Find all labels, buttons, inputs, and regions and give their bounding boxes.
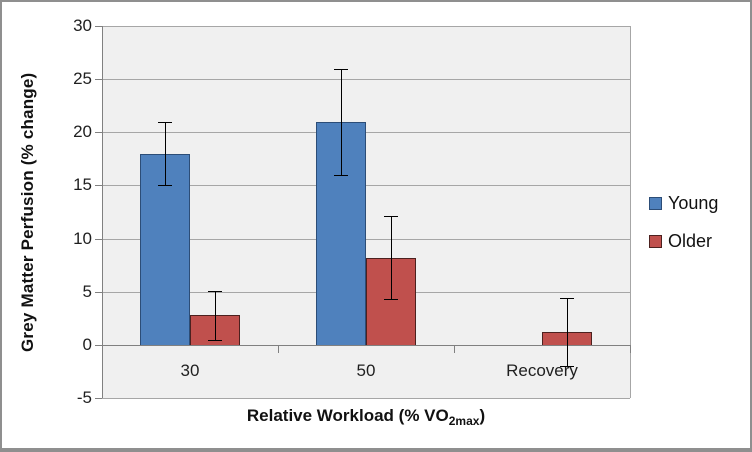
legend-label-young: Young — [668, 193, 719, 213]
young-legend-swatch-icon — [649, 197, 662, 210]
error-bar-older-50-cap-bottom — [384, 299, 398, 300]
y-axis-tick — [95, 292, 102, 293]
error-bar-young-50-cap-bottom — [334, 175, 348, 176]
error-bar-young-30-stem — [165, 122, 166, 185]
y-tick-label: 20 — [73, 122, 92, 141]
y-axis-tick — [95, 345, 102, 346]
x-axis-line — [102, 345, 630, 346]
x-tick-label: 30 — [180, 361, 200, 380]
older-legend-swatch-icon — [649, 235, 662, 248]
y-axis-line — [102, 26, 103, 398]
gridline — [102, 26, 630, 27]
y-axis-tick — [95, 239, 102, 240]
y-tick-label: 15 — [73, 175, 92, 194]
y-tick-label: -5 — [76, 388, 92, 407]
y-tick-label: 10 — [73, 229, 92, 248]
gridline — [102, 239, 630, 240]
x-axis-title-suffix: ) — [479, 406, 486, 425]
error-bar-young-50-cap-top — [334, 69, 348, 70]
y-tick-label: 30 — [73, 16, 92, 35]
error-bar-young-50-stem — [341, 69, 342, 175]
x-axis-title-text: Relative Workload (% VO — [246, 406, 449, 425]
error-bar-older-recovery-cap-bottom — [560, 366, 574, 367]
x-axis-title-subscript: 2max — [448, 414, 480, 428]
error-bar-young-30-cap-bottom — [158, 185, 172, 186]
legend-label-older: Older — [668, 231, 713, 251]
x-axis-title: Relative Workload (% VO2max) — [102, 406, 630, 428]
error-bar-older-50-stem — [391, 216, 392, 299]
y-axis-tick — [95, 26, 102, 27]
gridline — [102, 398, 630, 399]
plot-right-border — [630, 26, 631, 398]
x-tick-label: 50 — [356, 361, 376, 380]
x-tick-label: Recovery — [506, 361, 578, 380]
y-axis-tick — [95, 132, 102, 133]
category-axis-tick — [278, 345, 279, 353]
y-tick-label: 0 — [82, 335, 92, 354]
error-bar-older-recovery-stem — [567, 298, 568, 366]
error-bar-older-30-cap-top — [208, 291, 222, 292]
error-bar-older-30-cap-bottom — [208, 340, 222, 341]
category-axis-tick — [630, 345, 631, 353]
y-tick-label: 25 — [73, 69, 92, 88]
gridline — [102, 185, 630, 186]
y-axis-tick — [95, 398, 102, 399]
legend: Young Older — [649, 194, 718, 270]
legend-item-young: Young — [649, 194, 718, 213]
category-axis-tick — [454, 345, 455, 353]
gridline — [102, 79, 630, 80]
error-bar-older-30-stem — [215, 291, 216, 340]
error-bar-older-50-cap-top — [384, 216, 398, 217]
error-bar-older-recovery-cap-top — [560, 298, 574, 299]
legend-item-older: Older — [649, 232, 718, 251]
y-tick-label: 5 — [82, 282, 92, 301]
y-axis-tick — [95, 79, 102, 80]
y-axis-tick — [95, 185, 102, 186]
gridline — [102, 132, 630, 133]
error-bar-young-30-cap-top — [158, 122, 172, 123]
